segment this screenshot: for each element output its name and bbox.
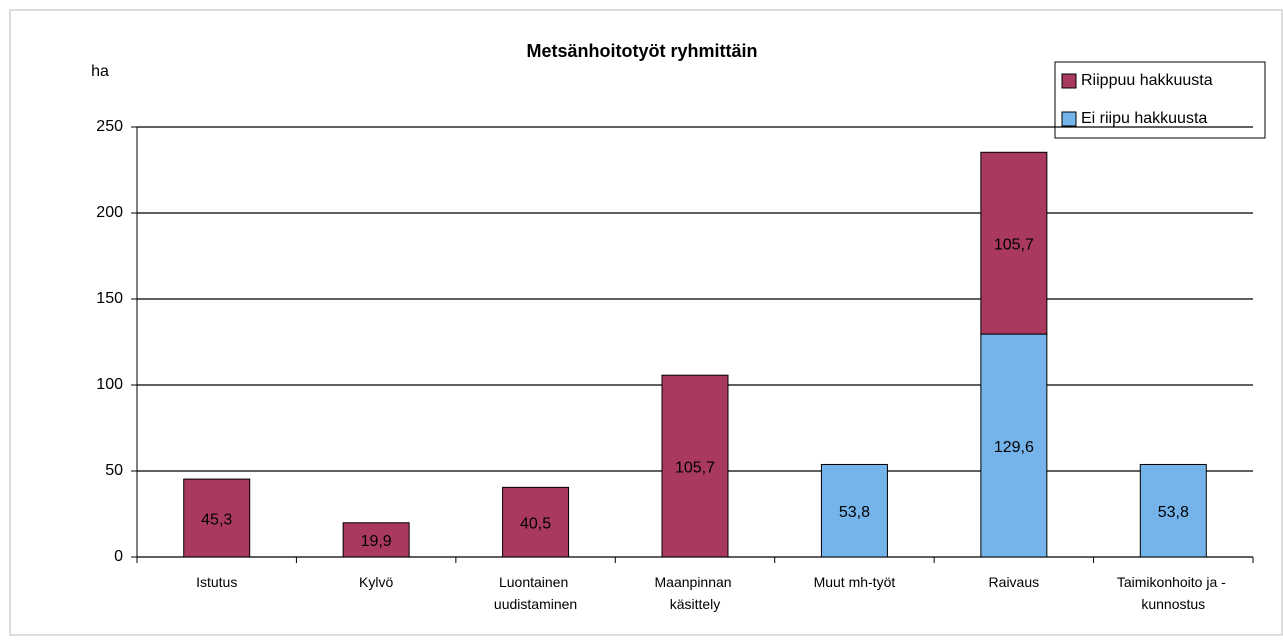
bar-segment xyxy=(980,333,1048,558)
legend-label: Ei riipu hakkuusta xyxy=(1081,110,1207,127)
x-tick-label: Istutus xyxy=(196,574,237,590)
x-tick-label: Kylvö xyxy=(359,574,393,590)
x-tick-label: Luontainen uudistaminen xyxy=(494,574,577,612)
value-label: 45,3 xyxy=(201,511,232,528)
bar-segment xyxy=(820,463,888,558)
y-tick-label: 150 xyxy=(96,290,123,307)
legend-swatch xyxy=(1061,73,1077,89)
bar-segment xyxy=(342,522,410,558)
value-label: 40,5 xyxy=(520,515,551,532)
value-label: 53,8 xyxy=(1158,504,1189,521)
x-tick-label: Taimikonhoito ja - kunnostus xyxy=(1117,574,1230,612)
value-label: 53,8 xyxy=(839,504,870,521)
y-axis-label: ha xyxy=(91,63,109,80)
x-tick-label: Raivaus xyxy=(989,574,1040,590)
legend-label: Riippuu hakkuusta xyxy=(1081,72,1213,89)
value-label: 129,6 xyxy=(994,439,1034,456)
x-tick-label: Muut mh-työt xyxy=(814,574,896,590)
bar-segment xyxy=(502,486,570,558)
bar-segment xyxy=(661,374,729,558)
y-tick-label: 0 xyxy=(114,548,123,565)
y-tick-label: 50 xyxy=(105,462,123,479)
y-tick-label: 100 xyxy=(96,376,123,393)
bar-segment xyxy=(980,151,1048,335)
y-tick-label: 250 xyxy=(96,118,123,135)
legend-box xyxy=(1054,61,1266,139)
bar-segment xyxy=(183,478,251,558)
y-tick-label: 200 xyxy=(96,204,123,221)
value-label: 19,9 xyxy=(361,533,392,550)
x-tick-label: Maanpinnan käsittely xyxy=(655,574,736,612)
bar-segment xyxy=(1139,463,1207,558)
legend-swatch xyxy=(1061,111,1077,127)
value-label: 105,7 xyxy=(675,459,715,476)
value-label: 105,7 xyxy=(994,236,1034,253)
chart-title: Metsänhoitotyöt ryhmittäin xyxy=(526,41,757,61)
